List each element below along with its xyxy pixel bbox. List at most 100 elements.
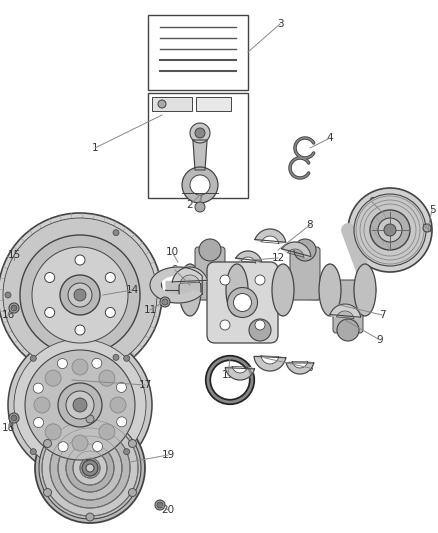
Ellipse shape — [272, 264, 294, 316]
Text: 5: 5 — [429, 205, 435, 215]
Circle shape — [190, 123, 210, 143]
Circle shape — [124, 356, 130, 361]
Circle shape — [43, 440, 52, 448]
Circle shape — [423, 224, 431, 232]
Text: 4: 4 — [327, 133, 333, 143]
Text: 20: 20 — [162, 505, 175, 515]
Text: 17: 17 — [138, 380, 152, 390]
Polygon shape — [225, 366, 254, 380]
Circle shape — [354, 194, 426, 266]
Circle shape — [5, 292, 11, 298]
Circle shape — [220, 320, 230, 330]
Circle shape — [128, 440, 136, 448]
Circle shape — [25, 350, 135, 460]
Text: 8: 8 — [307, 363, 313, 373]
Text: 11: 11 — [143, 305, 157, 315]
Circle shape — [35, 413, 145, 523]
Circle shape — [8, 333, 152, 477]
Circle shape — [43, 489, 52, 497]
Circle shape — [34, 417, 43, 427]
Circle shape — [66, 444, 114, 492]
Circle shape — [190, 175, 210, 195]
Polygon shape — [172, 267, 207, 283]
Circle shape — [117, 382, 127, 392]
FancyBboxPatch shape — [207, 262, 278, 343]
Circle shape — [57, 359, 67, 369]
FancyBboxPatch shape — [195, 247, 225, 300]
Circle shape — [39, 417, 141, 519]
Text: 13: 13 — [221, 370, 235, 380]
Circle shape — [220, 275, 230, 285]
Bar — [152, 97, 192, 111]
Circle shape — [45, 424, 61, 440]
Circle shape — [113, 354, 119, 360]
Ellipse shape — [354, 264, 376, 316]
Circle shape — [20, 235, 140, 355]
Circle shape — [11, 305, 17, 311]
Circle shape — [99, 370, 115, 386]
Ellipse shape — [199, 239, 221, 261]
Circle shape — [74, 289, 86, 301]
Text: 2: 2 — [187, 200, 193, 210]
Polygon shape — [330, 304, 361, 318]
Circle shape — [195, 128, 205, 138]
Circle shape — [233, 294, 251, 311]
Circle shape — [82, 460, 98, 476]
Circle shape — [128, 489, 136, 497]
Circle shape — [0, 213, 162, 377]
Text: 12: 12 — [272, 253, 285, 263]
Circle shape — [33, 383, 43, 393]
Text: 9: 9 — [377, 335, 383, 345]
Circle shape — [92, 441, 102, 451]
Polygon shape — [254, 356, 286, 371]
Circle shape — [34, 397, 50, 413]
Circle shape — [14, 339, 146, 471]
Circle shape — [30, 356, 36, 361]
Polygon shape — [236, 251, 261, 263]
Circle shape — [11, 415, 17, 421]
Circle shape — [42, 420, 138, 516]
Ellipse shape — [337, 319, 359, 341]
FancyBboxPatch shape — [333, 280, 363, 333]
Circle shape — [182, 167, 218, 203]
Circle shape — [9, 413, 19, 423]
Text: 10: 10 — [166, 247, 179, 257]
Text: 16: 16 — [1, 310, 14, 320]
Text: 14: 14 — [125, 285, 138, 295]
Circle shape — [50, 428, 130, 508]
Circle shape — [227, 287, 258, 318]
Circle shape — [30, 449, 36, 455]
Text: 9: 9 — [172, 265, 178, 275]
Circle shape — [3, 218, 157, 372]
Circle shape — [72, 435, 88, 451]
Circle shape — [45, 370, 61, 386]
Polygon shape — [150, 267, 202, 303]
Circle shape — [157, 502, 163, 508]
Polygon shape — [286, 362, 314, 374]
Circle shape — [155, 500, 165, 510]
Circle shape — [68, 283, 92, 307]
Circle shape — [60, 275, 100, 315]
Bar — [196, 97, 231, 111]
Circle shape — [124, 449, 130, 455]
Circle shape — [378, 218, 402, 242]
Ellipse shape — [226, 264, 248, 316]
Circle shape — [113, 230, 119, 236]
Circle shape — [45, 308, 55, 318]
Circle shape — [9, 303, 19, 313]
Bar — [148, 93, 248, 198]
Circle shape — [86, 464, 94, 472]
Circle shape — [72, 359, 88, 375]
Circle shape — [32, 247, 128, 343]
FancyBboxPatch shape — [290, 247, 320, 300]
Circle shape — [73, 398, 87, 412]
Circle shape — [73, 451, 107, 485]
Ellipse shape — [294, 239, 316, 261]
Circle shape — [255, 320, 265, 330]
Circle shape — [117, 417, 127, 427]
Circle shape — [158, 100, 166, 108]
Text: 6: 6 — [369, 197, 375, 207]
Polygon shape — [282, 242, 311, 257]
Text: 8: 8 — [307, 220, 313, 230]
Circle shape — [66, 391, 94, 419]
